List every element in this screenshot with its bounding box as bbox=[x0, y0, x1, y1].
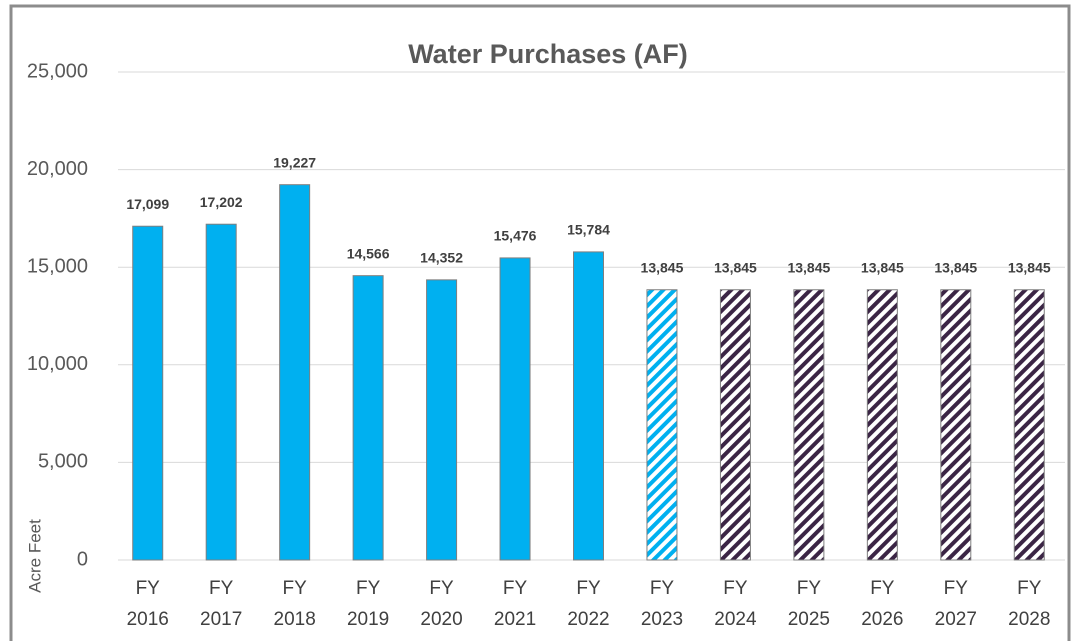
bar bbox=[279, 184, 311, 561]
value-label: 17,202 bbox=[200, 194, 243, 210]
bar bbox=[426, 279, 458, 561]
bar bbox=[499, 257, 531, 561]
x-tick-label: FY 2018 bbox=[273, 578, 316, 630]
x-tick-label: FY 2016 bbox=[126, 578, 169, 630]
bar bbox=[573, 251, 604, 561]
x-tick-label: FY 2022 bbox=[567, 578, 610, 630]
bar bbox=[205, 223, 237, 561]
bar bbox=[940, 289, 972, 561]
y-tick-label: 0 bbox=[77, 548, 88, 570]
chart-title: Water Purchases (AF) bbox=[408, 39, 688, 69]
value-label: 14,566 bbox=[347, 245, 390, 261]
y-axis-label: Acre Feet bbox=[25, 519, 44, 593]
y-tick-label: 10,000 bbox=[27, 353, 88, 375]
bar bbox=[793, 289, 825, 561]
value-label: 13,845 bbox=[641, 259, 684, 275]
x-tick-label: FY 2023 bbox=[640, 578, 684, 630]
x-tick-label: FY 2024 bbox=[714, 578, 757, 630]
y-tick-label: 20,000 bbox=[27, 158, 88, 180]
value-label: 19,227 bbox=[273, 154, 316, 170]
value-label: 15,476 bbox=[494, 228, 537, 244]
y-tick-label: 5,000 bbox=[38, 451, 88, 473]
value-label: 13,845 bbox=[861, 259, 904, 275]
x-tick-label: FY 2025 bbox=[787, 578, 831, 630]
y-tick-label: 25,000 bbox=[27, 60, 88, 82]
value-label: 14,352 bbox=[420, 250, 463, 266]
value-label: 13,845 bbox=[787, 259, 830, 275]
value-label: 13,845 bbox=[934, 259, 977, 275]
value-label: 15,784 bbox=[567, 222, 610, 238]
bar bbox=[646, 289, 678, 561]
bar bbox=[719, 289, 751, 561]
x-tick-label: FY 2017 bbox=[200, 578, 243, 630]
bar bbox=[1013, 289, 1045, 561]
x-tick-label: FY 2026 bbox=[861, 578, 904, 630]
bar bbox=[352, 275, 384, 561]
value-label: 17,099 bbox=[126, 196, 169, 212]
x-tick-label: FY 2028 bbox=[1008, 578, 1051, 630]
x-tick-label: FY 2020 bbox=[420, 578, 463, 630]
bar bbox=[866, 289, 898, 561]
value-label: 13,845 bbox=[714, 259, 757, 275]
x-tick-label: FY 2021 bbox=[493, 578, 537, 630]
chart-frame bbox=[9, 4, 1071, 641]
x-tick-label: FY 2019 bbox=[346, 578, 390, 630]
value-label: 13,845 bbox=[1008, 259, 1051, 275]
bar bbox=[132, 225, 164, 561]
x-tick-label: FY 2027 bbox=[934, 578, 977, 630]
y-tick-label: 15,000 bbox=[27, 255, 88, 277]
